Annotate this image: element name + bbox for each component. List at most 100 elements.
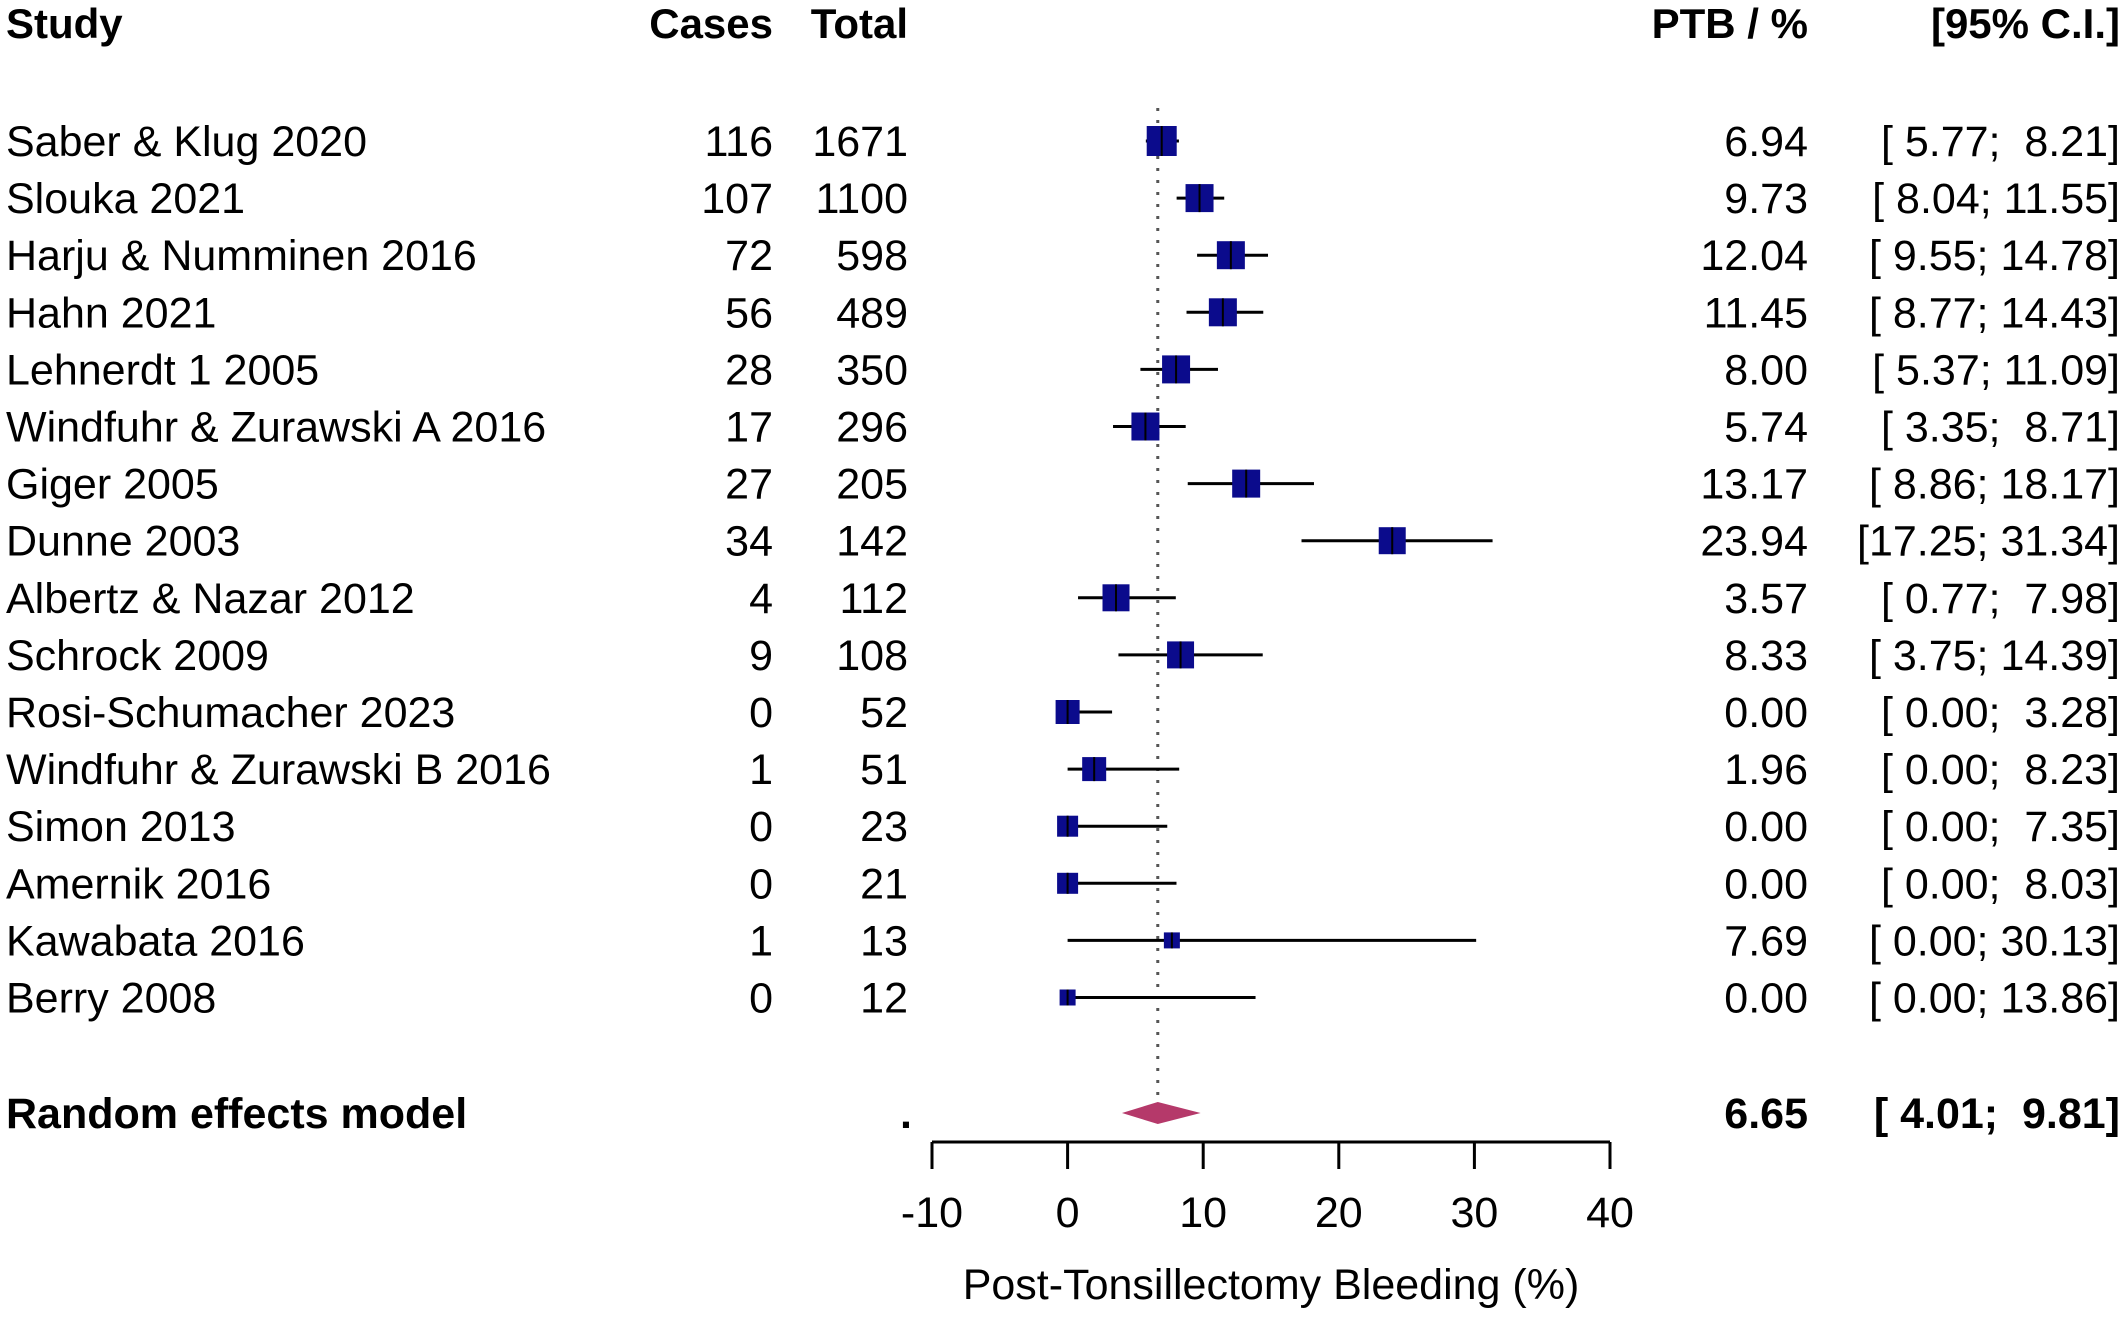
study-name: Windfuhr & Zurawski B 2016: [6, 746, 551, 794]
study-total: 1100: [816, 175, 908, 223]
pooled-diamond: [1121, 1102, 1201, 1124]
study-estimate: 6.94: [1724, 118, 1808, 166]
study-cases: 116: [704, 118, 773, 166]
study-name: Simon 2013: [6, 803, 236, 851]
header-ptb: PTB / %: [1652, 0, 1808, 47]
study-total: 21: [860, 860, 908, 908]
study-row: Kawabata 2016 1 13 7.69 [ 0.00; 30.13]: [6, 917, 2120, 965]
study-cases: 28: [725, 346, 773, 394]
study-estimate: 8.00: [1724, 346, 1808, 394]
study-total: 13: [860, 917, 908, 965]
header-ci: [95% C.I.]: [1931, 0, 2120, 47]
study-name: Slouka 2021: [6, 175, 245, 223]
study-estimate: 0.00: [1724, 689, 1808, 737]
study-total: 350: [836, 346, 908, 394]
study-total: 142: [836, 518, 908, 566]
study-total: 598: [836, 232, 908, 280]
study-row: Windfuhr & Zurawski A 2016 17 296 5.74 [ 3.3…: [6, 404, 2120, 452]
study-cases: 0: [749, 975, 773, 1023]
study-total: 12: [860, 975, 908, 1023]
study-total: 52: [860, 689, 908, 737]
study-estimate: 11.45: [1704, 289, 1808, 337]
x-axis-title: Post-Tonsillectomy Bleeding (%): [963, 1261, 1580, 1309]
study-cases: 56: [725, 289, 773, 337]
study-name: Hahn 2021: [6, 289, 216, 337]
study-name: Windfuhr & Zurawski A 2016: [6, 404, 546, 452]
study-ci: [ 0.00; 7.35]: [1881, 803, 2120, 851]
study-row: Dunne 2003 34 142 23.94 [17.25; 31.34]: [6, 518, 2120, 566]
study-cases: 9: [749, 632, 773, 680]
study-name: Saber & Klug 2020: [6, 118, 367, 166]
x-axis-tick-label: 20: [1315, 1189, 1363, 1237]
study-ci: [ 3.35; 8.71]: [1881, 404, 2120, 452]
study-name: Kawabata 2016: [6, 917, 305, 965]
study-total: 205: [836, 461, 908, 509]
study-row: Saber & Klug 2020 116 1671 6.94 [ 5.77; 8.21…: [6, 118, 2120, 166]
study-ci: [ 0.00; 8.03]: [1881, 860, 2120, 908]
header-total: Total: [811, 0, 908, 47]
study-cases: 1: [749, 917, 773, 965]
study-estimate: 9.73: [1724, 175, 1808, 223]
study-estimate: 0.00: [1724, 860, 1808, 908]
study-ci: [ 0.00; 8.23]: [1881, 746, 2120, 794]
study-name: Giger 2005: [6, 461, 219, 509]
study-name: Albertz & Nazar 2012: [6, 575, 415, 623]
study-cases: 0: [749, 689, 773, 737]
study-row: Harju & Numminen 2016 72 598 12.04 [ 9.55; 1…: [6, 232, 2120, 280]
study-total: 51: [860, 746, 908, 794]
study-ci: [ 5.77; 8.21]: [1881, 118, 2120, 166]
study-row: Amernik 2016 0 21 0.00 [ 0.00; 8.03]: [6, 860, 2120, 908]
study-total: 1671: [812, 118, 908, 166]
study-row: Simon 2013 0 23 0.00 [ 0.00; 7.35]: [6, 803, 2120, 851]
study-cases: 1: [749, 746, 773, 794]
study-row: Berry 2008 0 12 0.00 [ 0.00; 13.86]: [6, 975, 2120, 1023]
study-cases: 34: [725, 518, 773, 566]
study-row: Rosi-Schumacher 2023 0 52 0.00 [ 0.00; 3.28]: [6, 689, 2120, 737]
header-cases: Cases: [649, 0, 773, 47]
study-row: Hahn 2021 56 489 11.45 [ 8.77; 14.43]: [6, 289, 2120, 337]
study-ci: [ 3.75; 14.39]: [1869, 632, 2120, 680]
pooled-estimate: 6.65: [1724, 1090, 1808, 1138]
study-row: Slouka 2021 107 1100 9.73 [ 8.04; 11.55]: [6, 175, 2120, 223]
study-cases: 107: [701, 175, 773, 223]
study-row: Lehnerdt 1 2005 28 350 8.00 [ 5.37; 11.09]: [6, 346, 2120, 394]
study-ci: [ 8.04; 11.55]: [1872, 175, 2120, 223]
x-axis-tick-label: 30: [1450, 1189, 1498, 1237]
study-name: Harju & Numminen 2016: [6, 232, 477, 280]
study-cases: 17: [725, 404, 773, 452]
study-ci: [ 5.37; 11.09]: [1872, 346, 2120, 394]
study-name: Dunne 2003: [6, 518, 240, 566]
study-total: 23: [860, 803, 908, 851]
study-cases: 72: [725, 232, 773, 280]
study-ci: [ 0.00; 13.86]: [1869, 975, 2120, 1023]
x-axis-tick-label: 40: [1586, 1189, 1634, 1237]
study-ci: [17.25; 31.34]: [1857, 518, 2120, 566]
study-total: 296: [836, 404, 908, 452]
study-estimate: 1.96: [1724, 746, 1808, 794]
study-estimate: 5.74: [1724, 404, 1808, 452]
study-ci: [ 9.55; 14.78]: [1869, 232, 2120, 280]
study-estimate: 12.04: [1700, 232, 1808, 280]
study-total: 489: [836, 289, 908, 337]
study-row: Schrock 2009 9 108 8.33 [ 3.75; 14.39]: [6, 632, 2120, 680]
study-cases: 4: [749, 575, 773, 623]
study-estimate: 0.00: [1724, 803, 1808, 851]
pooled-ci: [ 4.01; 9.81]: [1874, 1090, 2120, 1138]
header-study: Study: [6, 0, 123, 47]
study-estimate: 23.94: [1700, 518, 1808, 566]
pooled-dot: .: [900, 1090, 912, 1138]
study-ci: [ 8.86; 18.17]: [1869, 461, 2120, 509]
study-cases: 27: [725, 461, 773, 509]
study-name: Schrock 2009: [6, 632, 269, 680]
study-row: Giger 2005 27 205 13.17 [ 8.86; 18.17]: [6, 461, 2120, 509]
study-estimate: 0.00: [1724, 975, 1808, 1023]
study-cases: 0: [749, 803, 773, 851]
pooled-row: Random effects model. 6.65 [ 4.01; 9.81]: [6, 1090, 2120, 1138]
study-row: Albertz & Nazar 2012 4 112 3.57 [ 0.77; 7.98…: [6, 575, 2120, 623]
study-name: Lehnerdt 1 2005: [6, 346, 319, 394]
study-total: 108: [836, 632, 908, 680]
column-headers: Study Cases Total PTB / % [95% C.I.]: [6, 0, 2120, 47]
study-total: 112: [839, 575, 908, 623]
